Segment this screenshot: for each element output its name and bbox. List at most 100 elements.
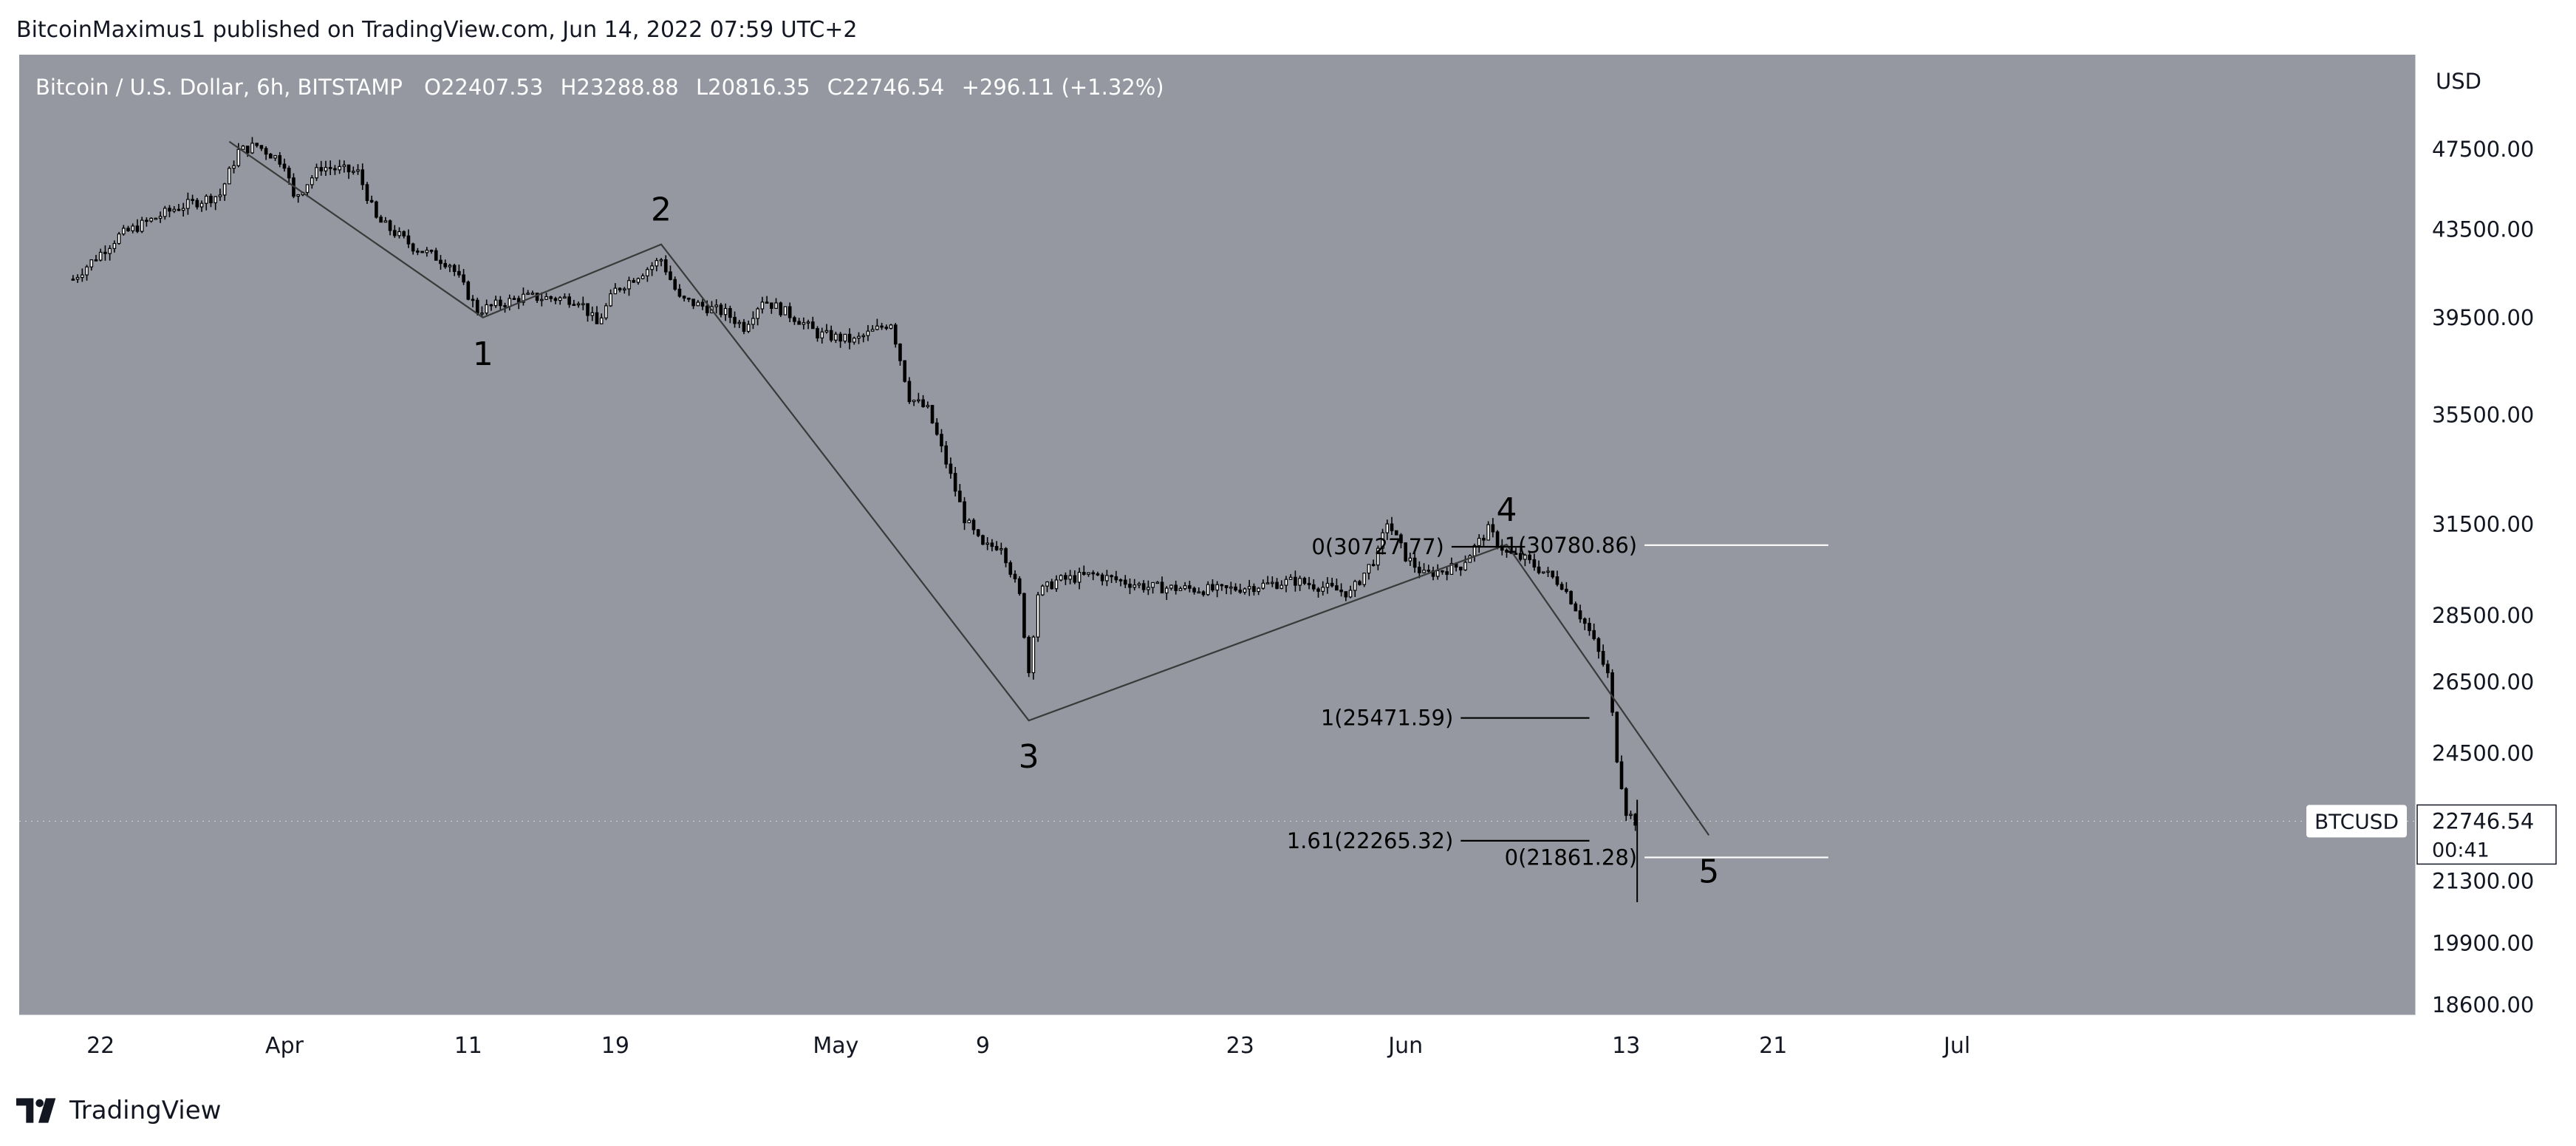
candle-up bbox=[1298, 578, 1302, 586]
candle-up bbox=[1105, 575, 1109, 581]
candle-up bbox=[875, 325, 879, 330]
candle-up bbox=[1321, 587, 1325, 592]
bar-countdown: 00:41 bbox=[2432, 839, 2490, 862]
plot-area[interactable] bbox=[19, 55, 2416, 1015]
candle-down bbox=[411, 243, 415, 252]
candle-down bbox=[328, 167, 332, 169]
candle-down bbox=[797, 321, 801, 325]
candle-up bbox=[1164, 587, 1169, 594]
candle-up bbox=[324, 167, 328, 171]
candle-up bbox=[1169, 584, 1173, 589]
published-text: BitcoinMaximus1 published on TradingView… bbox=[16, 17, 858, 43]
candle-down bbox=[1141, 583, 1146, 590]
time-scale[interactable] bbox=[19, 1015, 2558, 1074]
candle-up bbox=[508, 298, 512, 307]
candle-down bbox=[282, 163, 287, 169]
candle-up bbox=[590, 312, 595, 316]
candle-up bbox=[522, 293, 525, 303]
candle-down bbox=[1390, 523, 1394, 531]
currency-label: USD bbox=[2436, 69, 2481, 94]
candle-down bbox=[838, 333, 842, 342]
candle-down bbox=[452, 265, 457, 273]
candle-down bbox=[94, 259, 98, 262]
candle-up bbox=[636, 278, 640, 283]
candle-down bbox=[1491, 524, 1495, 533]
candle-down bbox=[990, 542, 994, 548]
candle-up bbox=[1280, 584, 1284, 589]
candle-down bbox=[269, 154, 273, 159]
fib-level-label: 0(30727.77) bbox=[1311, 534, 1444, 559]
candle-up bbox=[1486, 524, 1490, 541]
candle-down bbox=[673, 279, 677, 290]
candle-up bbox=[117, 233, 121, 245]
fib-level-label: 1(30780.86) bbox=[1505, 533, 1637, 558]
candle-down bbox=[1050, 581, 1054, 590]
candle-down bbox=[1551, 570, 1555, 578]
candle-down bbox=[1518, 553, 1523, 560]
candle-up bbox=[861, 335, 866, 338]
candle-up bbox=[1040, 585, 1045, 596]
candle-up bbox=[1362, 573, 1367, 585]
price-chart[interactable]: USD47500.0043500.0039500.0035500.0031500… bbox=[19, 55, 2558, 1074]
candle-up bbox=[85, 266, 89, 276]
candle-down bbox=[278, 155, 282, 165]
candle-up bbox=[1045, 581, 1049, 587]
x-tick-label: Apr bbox=[265, 1033, 304, 1059]
candle-up bbox=[1422, 570, 1426, 573]
candle-down bbox=[1574, 603, 1578, 612]
candle-down bbox=[958, 491, 962, 502]
candle-down bbox=[893, 324, 898, 345]
candle-up bbox=[926, 405, 930, 407]
candle-down bbox=[1004, 548, 1008, 564]
publisher-header: BitcoinMaximus1 published on TradingView… bbox=[16, 12, 858, 49]
low-value: 20816.35 bbox=[708, 75, 810, 100]
candle-down bbox=[1188, 585, 1192, 589]
candle-down bbox=[1008, 562, 1013, 575]
candle-up bbox=[140, 219, 144, 232]
candle-down bbox=[1532, 559, 1537, 568]
candle-down bbox=[402, 231, 406, 236]
candle-down bbox=[195, 199, 199, 208]
candle-down bbox=[994, 545, 999, 550]
candle-up bbox=[783, 306, 788, 316]
chart-frame[interactable]: USD 47500.00 43500.00 39500.00 35500.00 31500… bbox=[19, 55, 2558, 1074]
candle-down bbox=[1615, 712, 1619, 763]
candle-up bbox=[1257, 587, 1260, 593]
candle-down bbox=[1459, 566, 1463, 570]
candle-up bbox=[305, 184, 310, 194]
candle-up bbox=[1265, 582, 1270, 584]
candle-down bbox=[880, 325, 884, 328]
y-tick-label: 31500.00 bbox=[2432, 511, 2534, 536]
candle-down bbox=[1174, 584, 1178, 591]
y-tick-label: 39500.00 bbox=[2432, 305, 2534, 330]
candle-down bbox=[1445, 571, 1449, 575]
y-tick-label: 19900.00 bbox=[2432, 931, 2534, 956]
candle-down bbox=[981, 535, 985, 545]
candle-down bbox=[1027, 636, 1031, 674]
candle-down bbox=[677, 288, 682, 297]
candle-down bbox=[489, 304, 493, 307]
candle-up bbox=[806, 321, 810, 324]
tradingview-logo-icon bbox=[16, 1098, 56, 1123]
candle-up bbox=[576, 303, 581, 306]
candle-up bbox=[1054, 579, 1059, 590]
candle-down bbox=[443, 262, 448, 267]
wave-label-3: 3 bbox=[1019, 738, 1039, 776]
candle-up bbox=[530, 293, 535, 295]
candle-down bbox=[1569, 590, 1573, 604]
candle-up bbox=[604, 305, 608, 318]
candle-up bbox=[108, 248, 112, 254]
candle-down bbox=[682, 296, 686, 299]
candle-down bbox=[1528, 554, 1531, 561]
candle-up bbox=[1132, 584, 1137, 588]
candle-down bbox=[135, 225, 140, 232]
elliott-wave-line[interactable] bbox=[228, 140, 1710, 836]
candle-up bbox=[563, 296, 567, 299]
candle-up bbox=[1155, 581, 1160, 584]
change-value: +296.11 (+1.32%) bbox=[961, 75, 1164, 100]
candle-down bbox=[907, 381, 912, 403]
candle-down bbox=[388, 220, 392, 231]
y-tick-label: 18600.00 bbox=[2432, 992, 2534, 1017]
wave-label-2: 2 bbox=[651, 191, 672, 229]
candle-down bbox=[145, 219, 148, 222]
